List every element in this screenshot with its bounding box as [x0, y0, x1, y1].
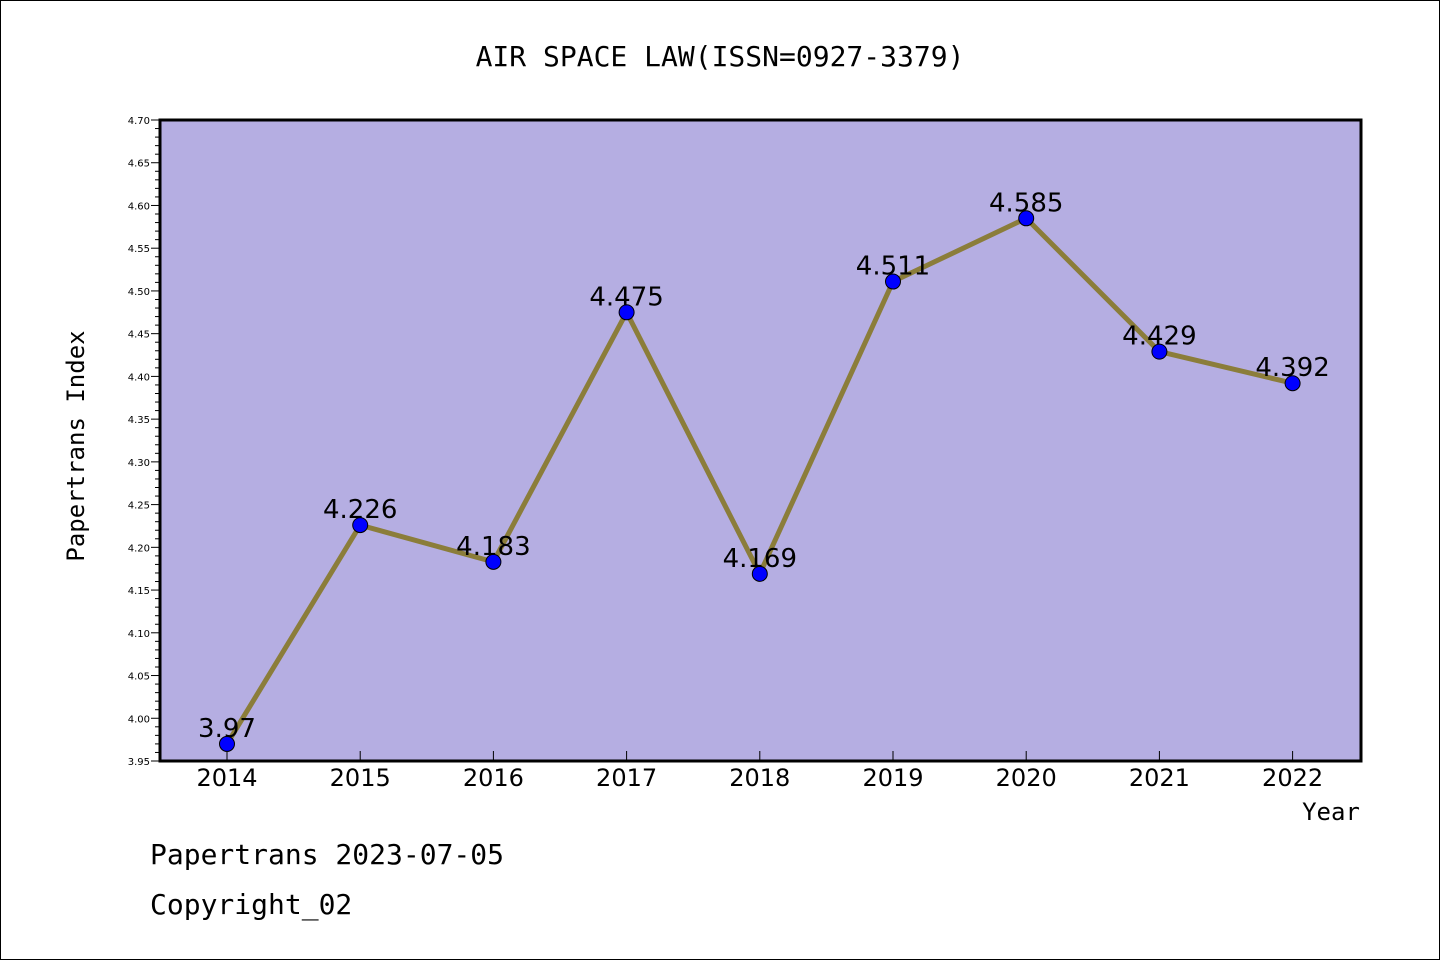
data-point-2018 — [751, 565, 768, 582]
chart-title: AIR SPACE LAW(ISSN=0927-3379) — [476, 40, 965, 73]
data-label-2016: 4.183 — [456, 532, 530, 562]
data-point-2021 — [1151, 343, 1168, 360]
data-point-2022 — [1284, 375, 1301, 392]
data-label-2020: 4.585 — [989, 188, 1063, 218]
y-tick-label: 4.05 — [128, 672, 150, 683]
y-tick-label: 4.25 — [128, 501, 150, 512]
y-tick-label: 4.15 — [128, 586, 150, 597]
plot-area — [160, 120, 1361, 761]
series-line-group — [219, 210, 1301, 752]
x-axis: 2014 2015 2016 2017 2018 2019 2020 2021 2022 — [196, 751, 1323, 792]
y-tick-label: 4.65 — [128, 159, 150, 170]
y-tick-label: 4.40 — [128, 372, 150, 383]
y-tick-label: 4.60 — [128, 201, 150, 212]
y-tick-label: 4.45 — [128, 330, 150, 341]
data-labels: 3.97 4.226 4.183 4.475 4.169 4.511 4.585 4.429 4… — [198, 188, 1330, 744]
data-point-2016 — [485, 553, 502, 570]
data-label-2021: 4.429 — [1122, 322, 1196, 352]
y-tick-label: 3.95 — [128, 757, 150, 768]
data-point-2014 — [219, 735, 235, 752]
x-tick-label: 2021 — [1129, 764, 1190, 792]
y-axis-title: Papertrans Index — [62, 330, 90, 561]
x-tick-label: 2020 — [996, 764, 1057, 792]
data-point-2019 — [885, 273, 901, 290]
data-label-2019: 4.511 — [856, 252, 930, 282]
y-tick-label: 4.10 — [128, 629, 150, 640]
y-axis: 3.95 4.00 4.05 4.10 4.15 4.20 4.25 4.30 4.35 4.40… — [128, 116, 160, 768]
x-tick-label: 2018 — [729, 764, 790, 792]
x-tick-label: 2016 — [463, 764, 524, 792]
x-tick-label: 2017 — [596, 764, 657, 792]
plot-border — [158, 118, 1363, 763]
y-tick-label: 4.30 — [128, 458, 150, 469]
y-tick-label: 4.50 — [128, 287, 150, 298]
data-point-2020 — [1018, 210, 1035, 227]
data-label-2018: 4.169 — [723, 544, 797, 574]
x-tick-label: 2019 — [862, 764, 923, 792]
data-label-2015: 4.226 — [323, 495, 397, 525]
footer-copyright: Copyright_02 — [150, 888, 352, 922]
y-tick-label: 4.35 — [128, 415, 150, 426]
data-label-2014: 3.97 — [198, 714, 256, 744]
data-point-2015 — [352, 517, 369, 534]
x-tick-label: 2014 — [196, 764, 257, 792]
y-tick-label: 4.70 — [128, 116, 150, 127]
x-axis-title: Year — [1302, 798, 1360, 826]
data-point-2017 — [618, 304, 635, 321]
y-tick-label: 4.20 — [128, 543, 150, 554]
y-tick-label: 4.00 — [128, 714, 150, 725]
x-tick-label: 2022 — [1262, 764, 1323, 792]
y-tick-label: 4.55 — [128, 244, 150, 255]
x-tick-label: 2015 — [330, 764, 391, 792]
data-label-2022: 4.392 — [1255, 353, 1329, 383]
footer-date: Papertrans 2023-07-05 — [150, 838, 504, 871]
data-label-2017: 4.475 — [589, 282, 663, 312]
